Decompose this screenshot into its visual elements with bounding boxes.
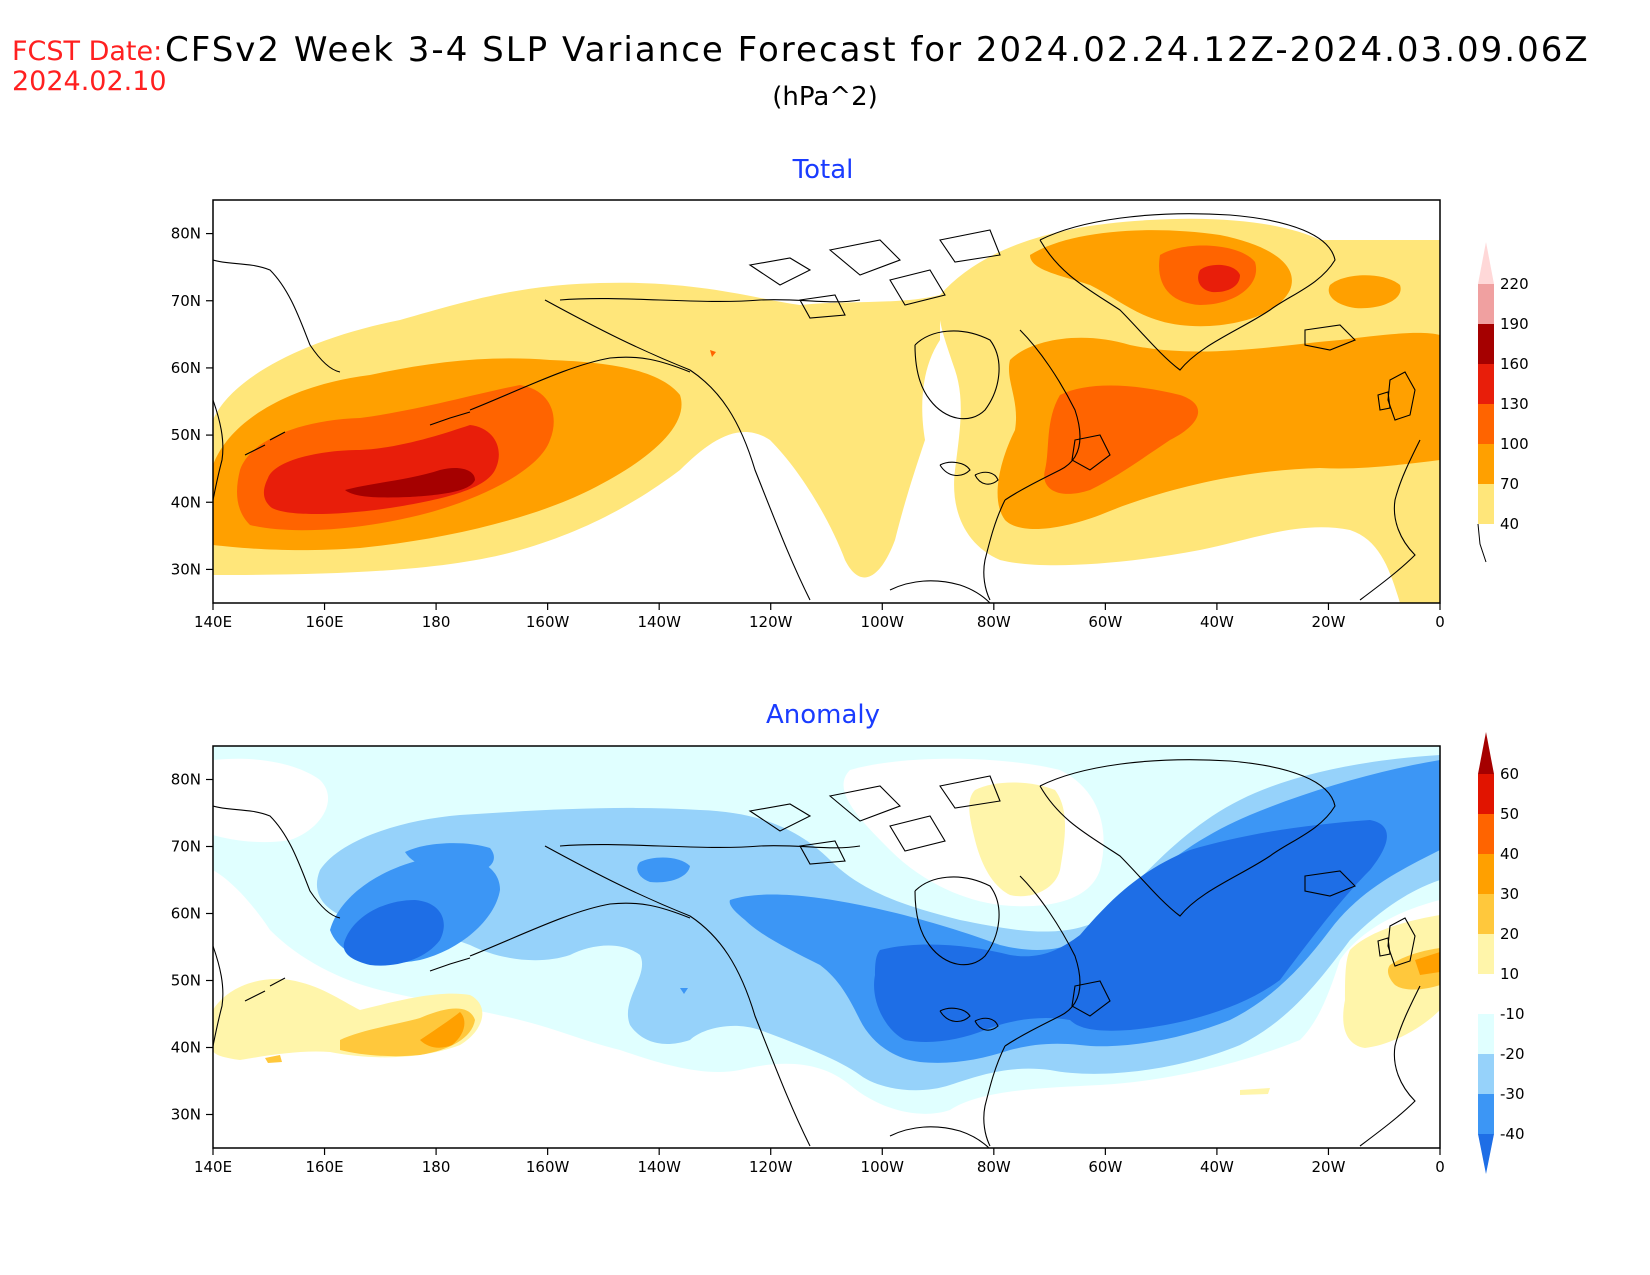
lon-tick-label-total: 40W xyxy=(1200,613,1234,631)
lat-tick-label-total: 50N xyxy=(171,426,201,444)
lon-tick-label-anomaly: 60W xyxy=(1088,1158,1122,1176)
lat-tick-label-anomaly: 60N xyxy=(171,905,201,923)
legend-swatch xyxy=(1478,364,1494,404)
lon-tick-label-total: 0 xyxy=(1435,613,1445,631)
legend-level-label: 30 xyxy=(1500,885,1519,903)
legend-swatch xyxy=(1478,444,1494,484)
anomaly-legend: -40 -30 -20 -10 10 20 30 40 50 60 xyxy=(1478,732,1525,1174)
units-label: (hPa^2) xyxy=(772,82,878,112)
legend-swatch xyxy=(1478,1094,1494,1134)
legend-swatch xyxy=(1478,894,1494,934)
lat-tick-label-total: 40N xyxy=(171,493,201,511)
legend-swatch xyxy=(1478,732,1494,774)
legend-swatch xyxy=(1478,404,1494,444)
lon-tick-label-total: 140W xyxy=(637,613,681,631)
legend-swatch xyxy=(1478,1054,1494,1094)
lon-tick-label-anomaly: 120W xyxy=(749,1158,793,1176)
legend-level-label: -20 xyxy=(1500,1045,1525,1063)
lon-tick-label-anomaly: 160W xyxy=(526,1158,570,1176)
lat-tick-label-anomaly: 40N xyxy=(171,1039,201,1057)
legend-swatch xyxy=(1478,934,1494,974)
lon-tick-label-anomaly: 80W xyxy=(977,1158,1011,1176)
legend-level-label: 190 xyxy=(1500,315,1529,333)
lon-tick-label-anomaly: 180 xyxy=(422,1158,451,1176)
legend-level-label: 220 xyxy=(1500,275,1529,293)
legend-level-label: -30 xyxy=(1500,1085,1525,1103)
lon-tick-label-anomaly: 140E xyxy=(194,1158,232,1176)
lon-tick-label-anomaly: 140W xyxy=(637,1158,681,1176)
total-legend: 40 70 100 130 160 190 220 xyxy=(1477,242,1529,563)
legend-level-label: 50 xyxy=(1500,805,1519,823)
legend-level-label: 60 xyxy=(1500,765,1519,783)
lon-tick-label-total: 140E xyxy=(194,613,232,631)
legend-level-label: 40 xyxy=(1500,515,1519,533)
lon-tick-label-anomaly: 20W xyxy=(1311,1158,1345,1176)
lon-tick-label-total: 100W xyxy=(861,613,905,631)
lat-tick-label-anomaly: 50N xyxy=(171,972,201,990)
lat-tick-label-anomaly: 80N xyxy=(171,771,201,789)
legend-swatch xyxy=(1478,1014,1494,1054)
legend-swatch xyxy=(1478,814,1494,854)
legend-swatch xyxy=(1478,324,1494,364)
legend-swatch xyxy=(1478,974,1494,1014)
legend-level-label: 10 xyxy=(1500,965,1519,983)
lat-tick-label-anomaly: 70N xyxy=(171,838,201,856)
lon-tick-label-anomaly: 100W xyxy=(861,1158,905,1176)
legend-level-label: 160 xyxy=(1500,355,1529,373)
lat-tick-label-anomaly: 30N xyxy=(171,1106,201,1124)
total-map-axes: 140E 160E 180 160W 140W 120W 100W 80W 60W 40W 20W 0… xyxy=(171,225,1445,631)
legend-tail xyxy=(1477,523,1487,563)
legend-level-label: 70 xyxy=(1500,475,1519,493)
fcst-date-label: FCST Date: xyxy=(12,36,163,67)
lon-tick-label-total: 60W xyxy=(1088,613,1122,631)
legend-level-label: 20 xyxy=(1500,925,1519,943)
lon-tick-label-total: 120W xyxy=(749,613,793,631)
lat-tick-label-total: 70N xyxy=(171,292,201,310)
legend-swatch xyxy=(1478,484,1494,524)
lon-tick-label-total: 160E xyxy=(305,613,343,631)
fcst-date-value: 2024.02.10 xyxy=(12,66,167,97)
panel-title-anomaly: Anomaly xyxy=(765,700,881,730)
legend-level-label: -40 xyxy=(1500,1125,1525,1143)
lat-tick-label-total: 80N xyxy=(171,225,201,243)
legend-swatch xyxy=(1478,774,1494,814)
anomaly-map-axes: 140E 160E 180 160W 140W 120W 100W 80W 60W 40W 20W 0… xyxy=(171,771,1445,1177)
legend-level-label: -10 xyxy=(1500,1005,1525,1023)
legend-level-label: 130 xyxy=(1500,395,1529,413)
legend-swatch xyxy=(1478,242,1494,284)
anomaly-map-frame xyxy=(212,745,1441,1149)
legend-swatch xyxy=(1478,284,1494,324)
legend-level-label: 40 xyxy=(1500,845,1519,863)
panel-title-total: Total xyxy=(792,155,854,185)
legend-swatch xyxy=(1478,854,1494,894)
lon-tick-label-total: 180 xyxy=(422,613,451,631)
lon-tick-label-total: 160W xyxy=(526,613,570,631)
legend-level-label: 100 xyxy=(1500,435,1529,453)
lat-tick-label-total: 30N xyxy=(171,560,201,578)
lon-tick-label-total: 20W xyxy=(1311,613,1345,631)
total-map xyxy=(213,200,1440,603)
lon-tick-label-anomaly: 160E xyxy=(305,1158,343,1176)
anomaly-map xyxy=(213,746,1440,1148)
lat-tick-label-total: 60N xyxy=(171,359,201,377)
lon-tick-label-anomaly: 40W xyxy=(1200,1158,1234,1176)
lon-tick-label-total: 80W xyxy=(977,613,1011,631)
legend-swatch xyxy=(1478,1134,1494,1174)
lon-tick-label-anomaly: 0 xyxy=(1435,1158,1445,1176)
page-title: CFSv2 Week 3-4 SLP Variance Forecast for… xyxy=(165,30,1590,70)
total-map-frame xyxy=(212,199,1441,604)
